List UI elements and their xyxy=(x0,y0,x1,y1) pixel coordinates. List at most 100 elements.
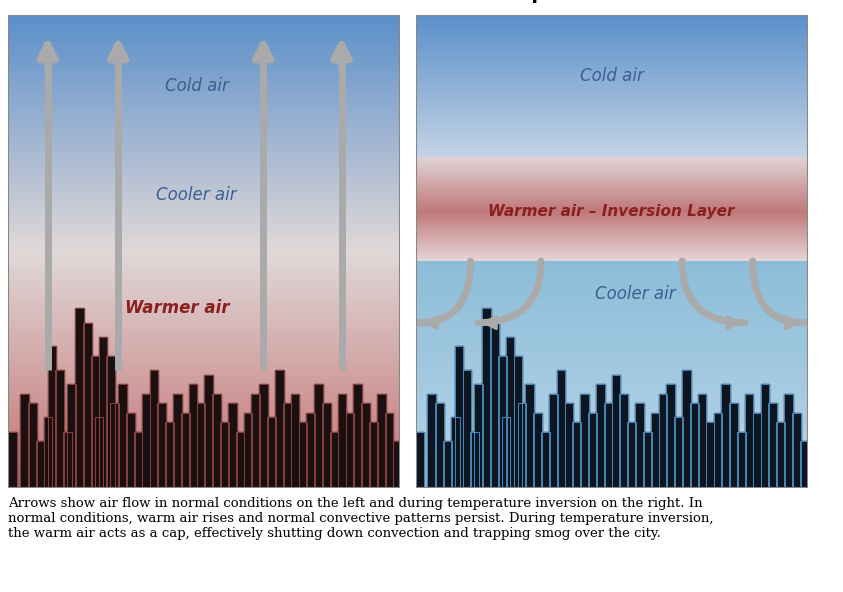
Bar xyxy=(451,417,459,488)
Bar xyxy=(8,375,400,376)
Bar xyxy=(416,416,808,417)
Bar xyxy=(8,421,400,422)
Bar xyxy=(8,448,400,449)
Text: Warmer air – Inversion Layer: Warmer air – Inversion Layer xyxy=(488,204,735,219)
Bar xyxy=(416,247,808,248)
Bar xyxy=(8,203,400,204)
Bar xyxy=(416,430,808,431)
Bar xyxy=(8,69,400,70)
Bar xyxy=(8,220,400,221)
Bar xyxy=(416,463,808,464)
Bar xyxy=(416,443,808,444)
Bar xyxy=(416,423,808,424)
Bar xyxy=(8,27,400,28)
Bar xyxy=(8,305,400,306)
Bar xyxy=(416,485,808,486)
Bar xyxy=(8,96,400,98)
Bar xyxy=(416,301,808,302)
Bar xyxy=(8,314,400,316)
Bar xyxy=(416,355,808,356)
Bar xyxy=(8,25,400,27)
Bar xyxy=(416,333,808,334)
Bar xyxy=(416,450,808,451)
Bar xyxy=(416,262,808,263)
Bar xyxy=(416,355,808,356)
Bar xyxy=(416,260,808,261)
Bar xyxy=(8,247,400,248)
Bar xyxy=(8,366,400,368)
Bar xyxy=(416,431,808,432)
Bar xyxy=(769,403,777,488)
Bar xyxy=(110,403,119,488)
Bar xyxy=(416,442,808,443)
Bar xyxy=(416,242,808,243)
Bar xyxy=(416,292,808,293)
Bar xyxy=(8,137,400,138)
Bar xyxy=(8,215,400,216)
Bar xyxy=(8,95,400,96)
Bar xyxy=(416,480,808,481)
Bar xyxy=(8,223,400,224)
Bar xyxy=(8,452,400,453)
Bar xyxy=(8,477,400,478)
Bar xyxy=(416,293,808,294)
Polygon shape xyxy=(8,308,401,488)
Bar xyxy=(8,151,400,152)
Bar xyxy=(416,352,808,353)
Bar xyxy=(275,370,283,488)
Bar xyxy=(8,183,400,184)
Bar xyxy=(416,358,808,359)
Bar xyxy=(8,422,400,423)
Bar xyxy=(416,295,808,296)
Bar xyxy=(8,344,400,345)
Bar xyxy=(416,365,808,366)
Bar xyxy=(416,307,808,308)
Bar xyxy=(416,448,808,449)
Bar xyxy=(416,418,808,419)
Bar xyxy=(8,420,400,421)
Bar xyxy=(416,412,808,413)
Bar xyxy=(8,133,400,134)
Bar xyxy=(8,79,400,80)
Bar xyxy=(8,82,400,83)
Bar xyxy=(416,273,808,274)
Bar xyxy=(8,222,400,223)
Bar xyxy=(8,18,400,20)
Bar xyxy=(8,87,400,88)
Bar xyxy=(8,106,400,107)
Bar xyxy=(8,179,400,181)
Bar xyxy=(8,378,400,379)
Bar xyxy=(8,471,400,472)
Bar xyxy=(416,433,808,434)
Bar xyxy=(416,331,808,332)
Bar xyxy=(658,394,668,488)
Bar xyxy=(416,351,808,352)
Bar xyxy=(416,287,808,288)
Bar xyxy=(8,114,400,115)
Bar xyxy=(416,398,808,399)
Bar xyxy=(8,401,400,402)
Bar xyxy=(8,413,400,414)
Bar xyxy=(8,348,400,349)
Bar xyxy=(416,374,808,375)
Bar xyxy=(416,308,808,310)
Bar xyxy=(212,394,221,488)
Bar xyxy=(8,139,400,140)
Bar xyxy=(416,298,808,299)
Bar xyxy=(8,158,400,159)
Bar xyxy=(8,157,400,158)
Bar xyxy=(416,280,808,281)
Bar xyxy=(416,338,808,339)
Bar xyxy=(8,482,400,484)
Bar xyxy=(416,348,808,349)
Bar xyxy=(416,477,808,478)
Bar xyxy=(8,132,400,133)
Bar xyxy=(8,134,400,136)
Bar xyxy=(416,417,808,418)
Bar xyxy=(416,269,808,270)
Bar xyxy=(416,462,808,463)
Bar xyxy=(8,481,400,482)
Bar xyxy=(8,34,400,35)
Bar xyxy=(393,441,401,488)
Bar xyxy=(8,99,400,100)
